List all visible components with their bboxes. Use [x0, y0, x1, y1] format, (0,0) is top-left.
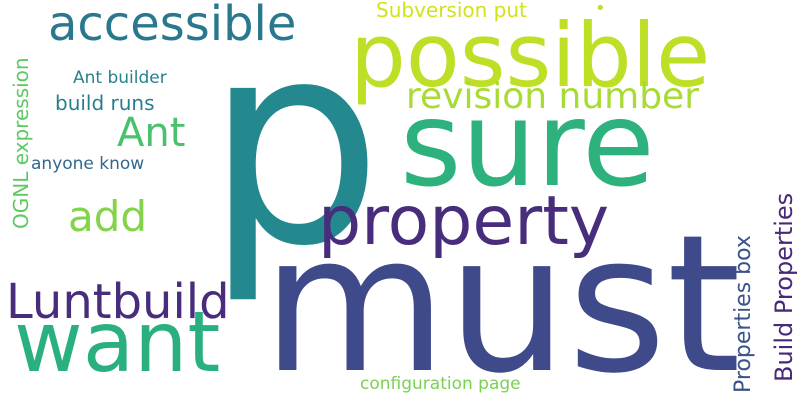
word-ognl-expression: OGNL expression — [9, 57, 33, 229]
word-property: property — [318, 182, 610, 261]
word-accessible: accessible — [48, 0, 297, 52]
word-subversion-put: Subversion put — [376, 0, 527, 22]
word-revision-number: revision number — [406, 76, 700, 117]
word-possible: possible — [350, 4, 711, 107]
word-sure: sure — [400, 75, 655, 213]
word-properties-box: Properties box — [731, 235, 756, 393]
word-luntbuild: Luntbuild — [6, 274, 230, 330]
word-dot: • — [595, 0, 606, 19]
word-ant: Ant — [117, 110, 186, 156]
word-build-runs: build runs — [55, 91, 155, 115]
word-ant-builder: Ant builder — [73, 68, 167, 88]
word-build-properties: Build Properties — [770, 192, 798, 382]
word-configuration-page: configuration page — [360, 374, 521, 394]
word-p: p — [205, 0, 383, 308]
word-anyone-know: anyone know — [31, 154, 145, 174]
word-add: add — [68, 192, 148, 241]
word-want: want — [14, 293, 221, 391]
word-must: must — [262, 194, 741, 400]
